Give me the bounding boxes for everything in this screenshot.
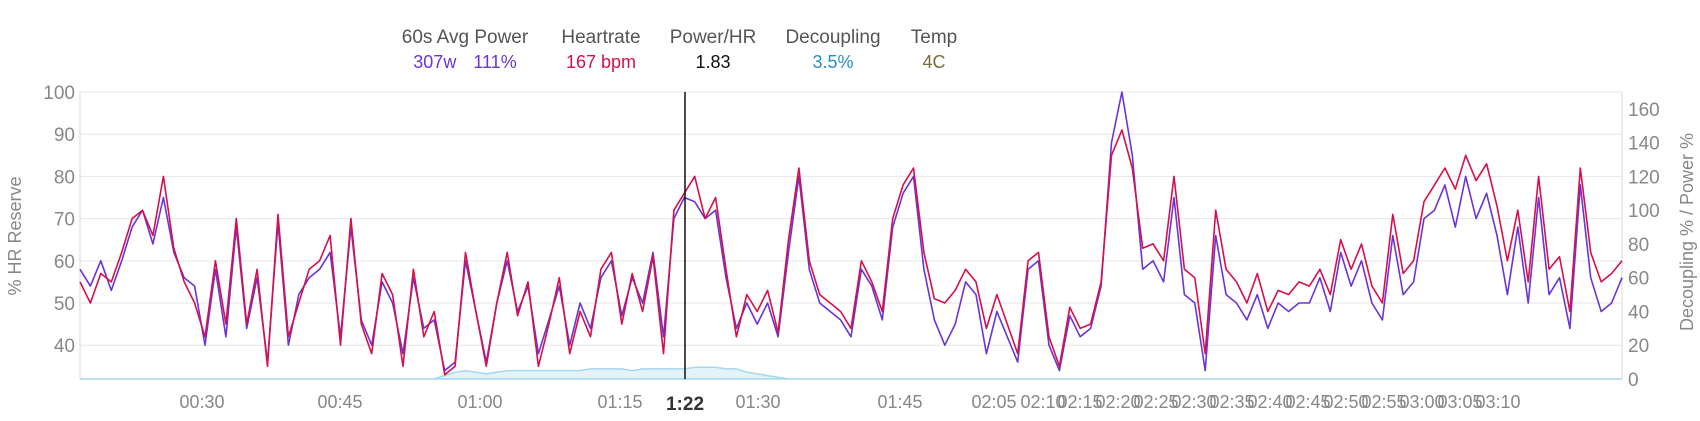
x-tick-label: 02:35 [1209,392,1254,412]
x-tick-label: 03:00 [1399,392,1444,412]
left-tick-label: 80 [54,167,75,188]
legend-power-hr-value: 1.83 [695,52,731,72]
x-tick-label: 02:40 [1247,392,1292,412]
legend-power-title: 60s Avg Power [401,27,529,48]
left-tick-label: 50 [54,294,75,315]
legend-power-watts: 307w [413,52,457,72]
x-tick-label: 03:10 [1475,392,1520,412]
x-tick-label: 02:45 [1285,392,1330,412]
x-tick-label: 02:30 [1171,392,1216,412]
legend-decoupling-title: Decoupling [785,27,881,48]
legend-decoupling-value: 3.5% [812,52,854,72]
left-tick-label: 90 [54,125,75,146]
right-tick-label: 20 [1628,336,1649,357]
legend-decoupling: Decoupling 3.5% [785,26,880,74]
series-decoupling [80,366,1622,380]
right-axis-title: Decoupling % / Power % [1677,133,1697,331]
chart-cursor: 1:22 [666,92,704,415]
series-heartrate [79,129,1623,376]
x-tick-label: 02:15 [1057,392,1102,412]
x-tick-label: 01:15 [597,392,642,412]
x-tick-label: 00:30 [179,392,224,412]
cursor-label: 1:22 [666,394,704,415]
legend-temp: Temp 4C [911,26,957,74]
legend-power-hr-title: Power/HR [669,27,757,48]
left-tick-label: 70 [54,210,75,231]
legend-heartrate-title: Heartrate [561,27,641,48]
right-tick-label: 60 [1628,269,1649,290]
x-tick-label: 02:10 [1020,392,1065,412]
x-tick-label: 02:20 [1095,392,1140,412]
left-tick-label: 100 [43,83,75,104]
x-tick-label: 01:45 [877,392,922,412]
x-tick-label: 02:05 [971,392,1016,412]
left-tick-label: 60 [54,252,75,273]
chart-series [79,91,1623,380]
x-tick-label: 02:25 [1133,392,1178,412]
legend-heartrate-value: 167 bpm [565,52,637,72]
x-tick-label: 01:00 [457,392,502,412]
right-tick-label: 0 [1628,370,1639,391]
legend-temp-value: 4C [922,52,946,72]
left-tick-label: 40 [54,336,75,357]
right-tick-label: 40 [1628,302,1649,323]
right-tick-label: 160 [1628,100,1660,121]
legend-heartrate: Heartrate 167 bpm [560,26,642,74]
x-tick-label: 01:30 [735,392,780,412]
chart-axes: 100 90 80 70 60 50 40 160 140 120 100 80 60 40 20 0 % HR… [5,83,1697,412]
left-axis-title: % HR Reserve [5,176,25,295]
legend-temp-title: Temp [910,27,958,48]
legend-power-percent: 111% [473,52,517,72]
x-tick-label: 02:55 [1361,392,1406,412]
x-tick-label: 03:05 [1437,392,1482,412]
right-tick-label: 100 [1628,201,1660,222]
right-tick-label: 140 [1628,134,1660,155]
x-tick-label: 00:45 [317,392,362,412]
right-tick-label: 120 [1628,167,1660,188]
legend-power-hr: Power/HR 1.83 [670,26,757,74]
x-tick-label: 02:50 [1323,392,1368,412]
legend-power: 60s Avg Power 307w 111% [402,26,528,74]
chart-legend: 60s Avg Power 307w 111% Heartrate 167 bp… [0,0,1700,80]
right-tick-label: 80 [1628,235,1649,256]
